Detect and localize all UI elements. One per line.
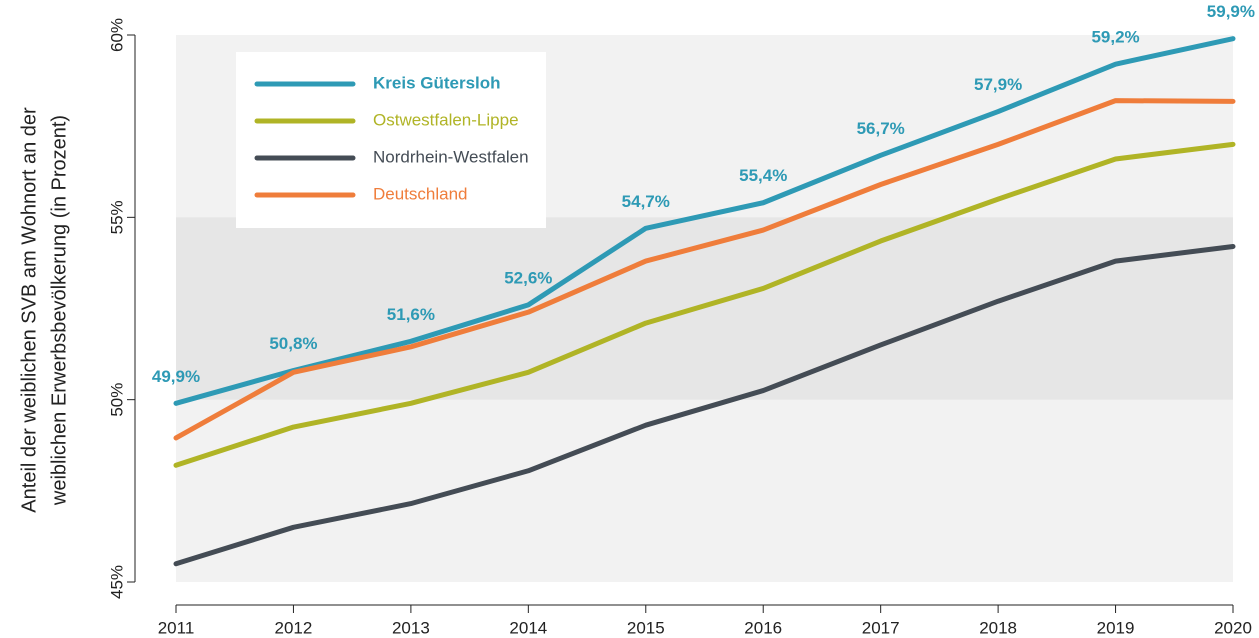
series-line	[173, 98, 1236, 441]
x-tick-label: 2012	[275, 618, 313, 637]
y-tick-label: 45%	[107, 565, 126, 599]
data-label: 57,9%	[974, 75, 1022, 94]
x-tick-label: 2018	[979, 618, 1017, 637]
x-tick-label: 2015	[627, 618, 665, 637]
data-label: 59,9%	[1207, 2, 1255, 21]
legend-label: Kreis Gütersloh	[373, 73, 501, 92]
x-tick-label: 2011	[158, 618, 195, 637]
legend-label: Deutschland	[373, 184, 468, 203]
x-tick-label: 2017	[862, 618, 900, 637]
x-tick-label: 2013	[392, 618, 430, 637]
series-line	[173, 36, 1236, 406]
y-axis-label: weiblichen Erwerbsbevölkerung (in Prozen…	[48, 115, 70, 506]
legend-box	[236, 52, 546, 228]
data-label: 54,7%	[622, 192, 670, 211]
y-tick-label: 60%	[107, 18, 126, 52]
data-label: 49,9%	[152, 367, 200, 386]
series-line	[173, 244, 1236, 567]
data-label: 56,7%	[857, 119, 905, 138]
x-tick-label: 2014	[509, 618, 547, 637]
x-tick-label: 2016	[744, 618, 782, 637]
y-tick-label: 55%	[107, 200, 126, 234]
data-label: 51,6%	[387, 305, 435, 324]
legend-label: Nordrhein-Westfalen	[373, 147, 529, 166]
data-label: 52,6%	[504, 268, 552, 287]
series-line	[173, 141, 1236, 468]
data-label: 50,8%	[269, 334, 317, 353]
y-axis-label: Anteil der weiblichen SVB am Wohnort an …	[18, 107, 40, 513]
y-tick-label: 50%	[107, 383, 126, 417]
data-label: 59,2%	[1091, 28, 1139, 47]
data-label: 55,4%	[739, 166, 787, 185]
legend-label: Ostwestfalen-Lippe	[373, 110, 519, 129]
x-tick-label: 2020	[1214, 618, 1252, 637]
x-tick-label: 2019	[1097, 618, 1135, 637]
